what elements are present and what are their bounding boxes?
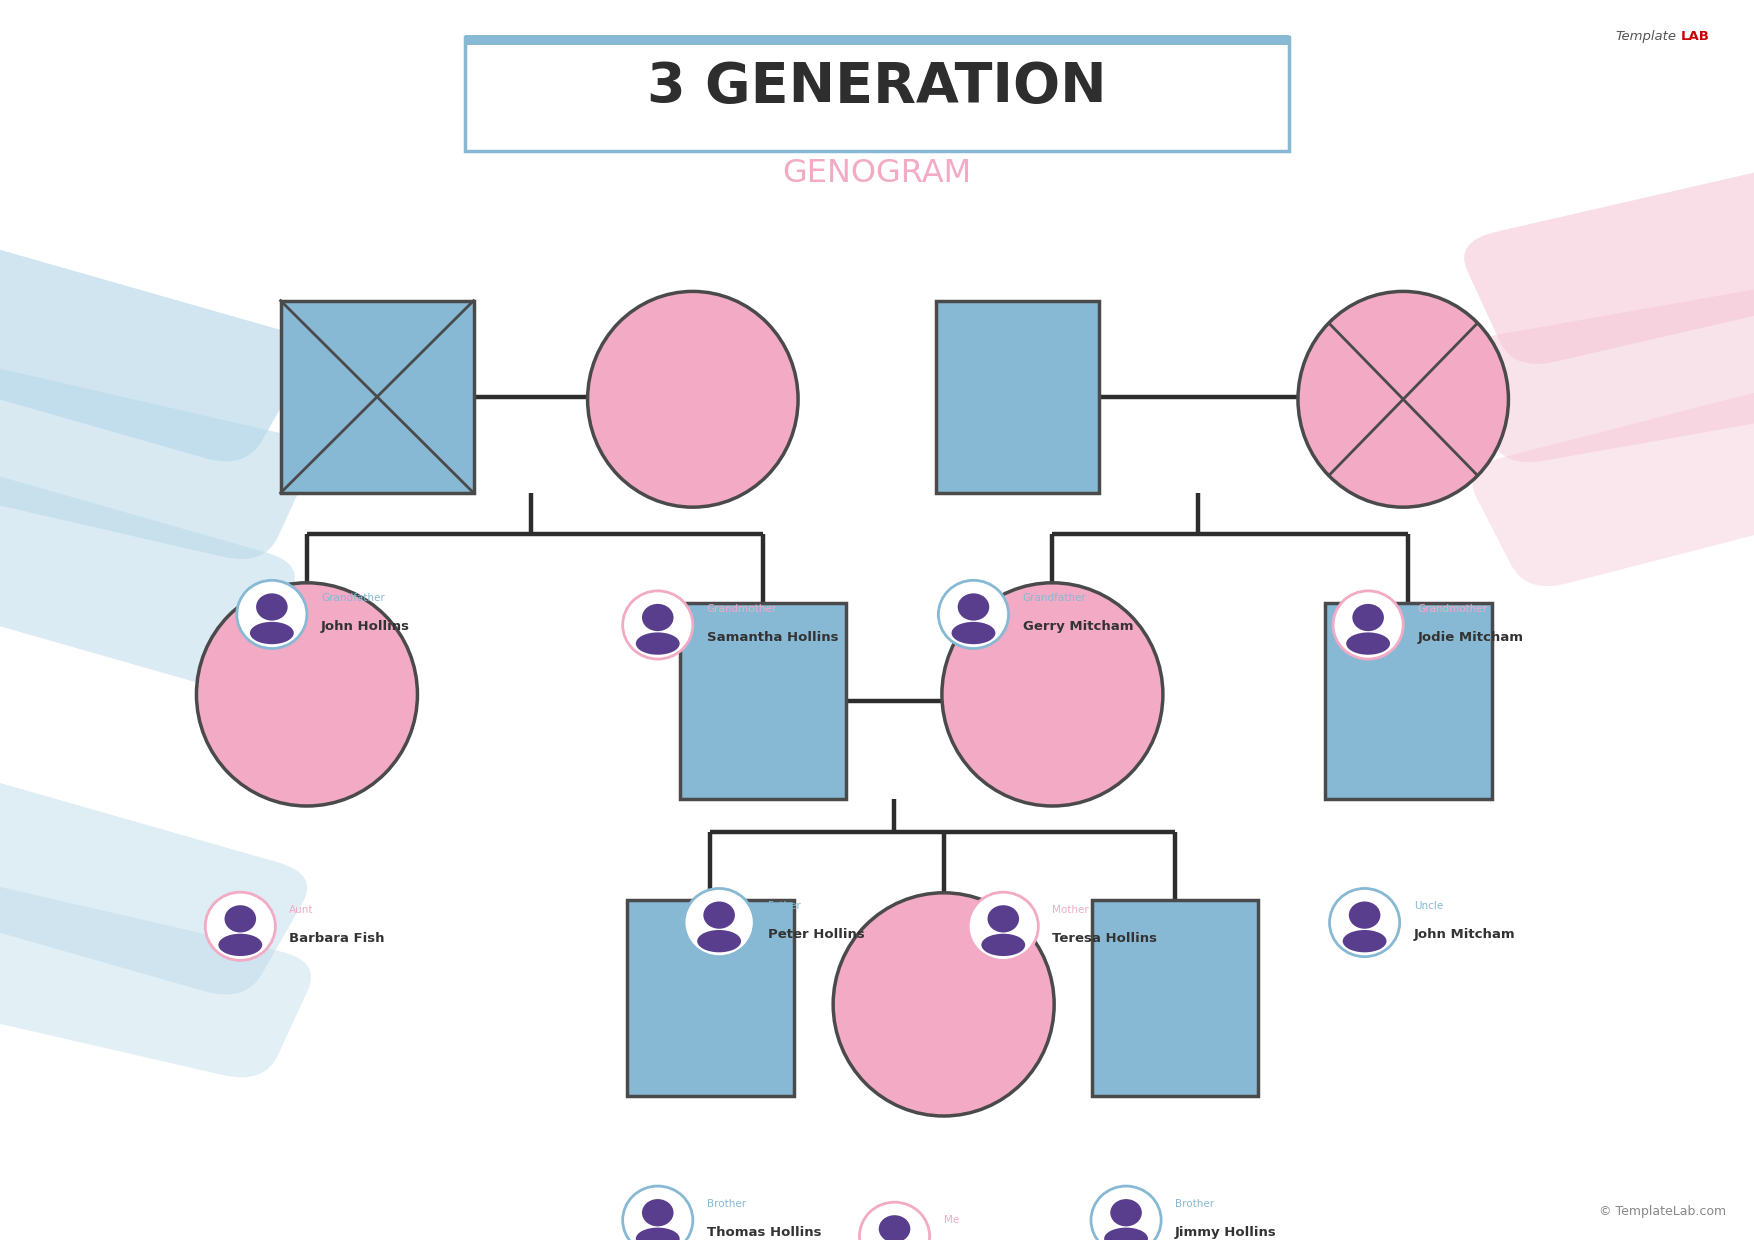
Bar (465, 35, 1289, 45)
FancyBboxPatch shape (1465, 156, 1754, 365)
Text: Jodie Mitcham: Jodie Mitcham (1417, 631, 1522, 644)
Ellipse shape (225, 905, 256, 932)
Text: John Mitcham: John Mitcham (1414, 929, 1515, 941)
Ellipse shape (1349, 901, 1380, 929)
Ellipse shape (1333, 590, 1403, 660)
Ellipse shape (237, 580, 307, 649)
Ellipse shape (942, 583, 1163, 806)
Ellipse shape (217, 934, 261, 956)
FancyBboxPatch shape (1472, 376, 1754, 587)
Bar (937, 300, 1098, 492)
Ellipse shape (951, 622, 995, 645)
Text: Gerry Mitcham: Gerry Mitcham (1023, 620, 1133, 634)
Ellipse shape (588, 291, 798, 507)
Ellipse shape (968, 892, 1038, 960)
Ellipse shape (1344, 930, 1387, 952)
Text: John Hollins: John Hollins (321, 620, 410, 634)
Ellipse shape (1347, 632, 1391, 655)
Ellipse shape (1105, 1228, 1147, 1240)
Text: Grandmother: Grandmother (707, 604, 777, 614)
Ellipse shape (642, 604, 674, 631)
Ellipse shape (1298, 291, 1508, 507)
Text: LAB: LAB (1680, 30, 1708, 42)
Ellipse shape (642, 1199, 674, 1226)
Ellipse shape (980, 934, 1024, 956)
Ellipse shape (833, 893, 1054, 1116)
Text: Me: Me (944, 1215, 959, 1225)
Bar (681, 603, 847, 799)
Ellipse shape (256, 593, 288, 620)
Text: Grandmother: Grandmother (1417, 604, 1487, 614)
Text: Grandfather: Grandfather (321, 593, 384, 604)
Ellipse shape (1110, 1199, 1142, 1226)
Ellipse shape (703, 901, 735, 929)
Text: Father: Father (768, 901, 802, 911)
Ellipse shape (623, 1185, 693, 1240)
FancyBboxPatch shape (0, 233, 307, 461)
FancyBboxPatch shape (0, 363, 310, 559)
Ellipse shape (205, 892, 275, 960)
Ellipse shape (637, 632, 681, 655)
Text: Barbara Fish: Barbara Fish (289, 932, 384, 945)
FancyBboxPatch shape (0, 882, 310, 1078)
Text: 3 GENERATION: 3 GENERATION (647, 60, 1107, 114)
Ellipse shape (938, 580, 1009, 649)
Text: Brother: Brother (1175, 1199, 1214, 1209)
Ellipse shape (988, 905, 1019, 932)
Ellipse shape (1091, 1185, 1161, 1240)
Bar (1091, 900, 1258, 1096)
Ellipse shape (698, 930, 740, 952)
Ellipse shape (249, 622, 295, 645)
Text: GENOGRAM: GENOGRAM (782, 157, 972, 188)
Ellipse shape (623, 590, 693, 660)
Text: Peter Hollins: Peter Hollins (768, 929, 865, 941)
Ellipse shape (684, 888, 754, 957)
Ellipse shape (958, 593, 989, 620)
Text: Samantha Hollins: Samantha Hollins (707, 631, 838, 644)
Bar (628, 900, 795, 1096)
Bar (465, 37, 1289, 151)
Bar (281, 300, 474, 492)
Text: Template: Template (1615, 30, 1677, 42)
Ellipse shape (637, 1228, 681, 1240)
Ellipse shape (196, 583, 417, 806)
Text: Teresa Hollins: Teresa Hollins (1052, 932, 1158, 945)
FancyBboxPatch shape (1465, 281, 1754, 463)
Ellipse shape (879, 1215, 910, 1240)
FancyBboxPatch shape (0, 766, 307, 994)
Text: © TemplateLab.com: © TemplateLab.com (1600, 1205, 1726, 1218)
Text: Thomas Hollins: Thomas Hollins (707, 1226, 821, 1239)
Ellipse shape (1330, 888, 1400, 957)
FancyBboxPatch shape (0, 456, 295, 684)
Ellipse shape (859, 1203, 930, 1240)
Text: Uncle: Uncle (1414, 901, 1444, 911)
Text: Mother: Mother (1052, 905, 1089, 915)
Text: Grandfather: Grandfather (1023, 593, 1086, 604)
Text: Jimmy Hollins: Jimmy Hollins (1175, 1226, 1277, 1239)
Text: Aunt: Aunt (289, 905, 314, 915)
Text: Brother: Brother (707, 1199, 745, 1209)
Ellipse shape (1352, 604, 1384, 631)
Bar (1326, 603, 1491, 799)
